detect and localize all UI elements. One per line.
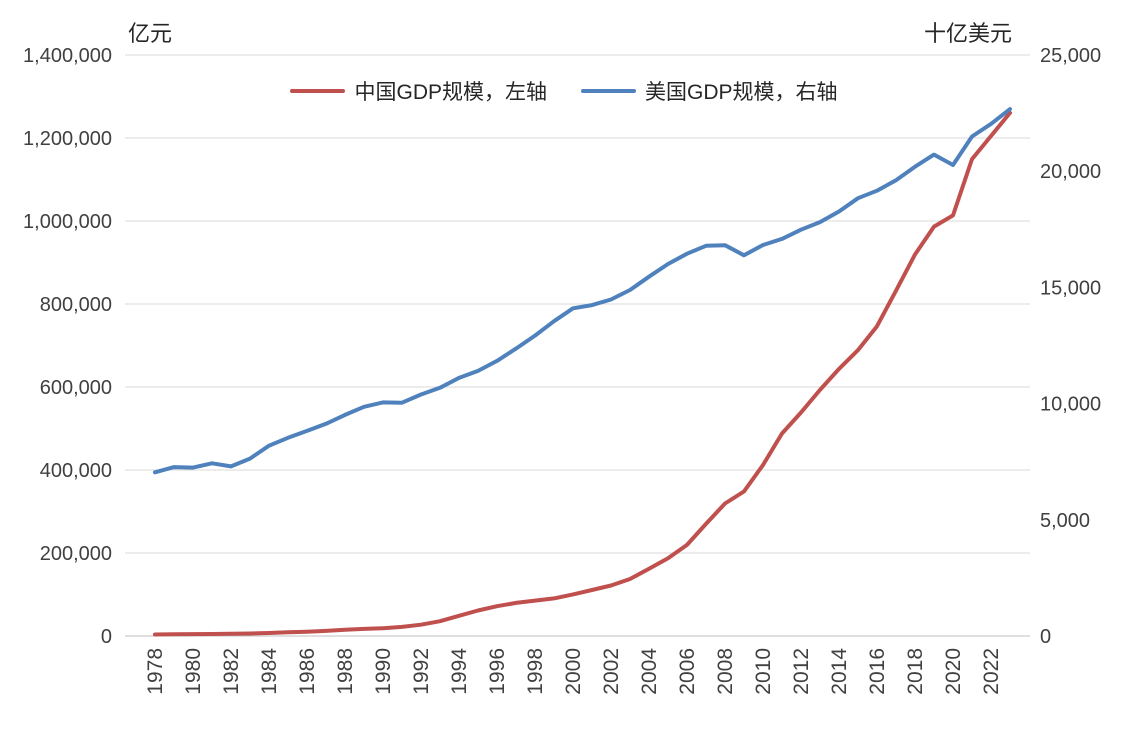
- left-axis-tick-label: 200,000: [40, 543, 112, 565]
- x-axis-tick-label: 1982: [220, 648, 243, 695]
- left-axis-tick-label: 1,400,000: [23, 45, 112, 67]
- left-axis-tick-label: 800,000: [40, 294, 112, 316]
- x-axis-tick-label: 2000: [562, 648, 585, 695]
- right-axis-unit-label: 十亿美元: [923, 21, 1012, 46]
- right-axis-tick-label: 5,000: [1040, 510, 1090, 532]
- x-axis-tick-label: 2006: [676, 648, 699, 695]
- x-axis-tick-label: 2016: [866, 648, 889, 695]
- x-axis-tick-label: 1998: [524, 648, 547, 695]
- left-axis-tick-label: 0: [101, 626, 112, 648]
- right-axis-tick-label: 10,000: [1040, 394, 1101, 416]
- x-axis-tick-label: 2022: [980, 648, 1003, 695]
- x-axis-tick-label: 1978: [144, 648, 167, 695]
- x-axis-tick-label: 2014: [828, 648, 851, 695]
- x-axis-tick-label: 2018: [904, 648, 927, 695]
- legend-item-us: 美国GDP规模，右轴: [581, 76, 838, 106]
- left-axis-tick-label: 600,000: [40, 377, 112, 399]
- right-axis-tick-label: 25,000: [1040, 45, 1101, 67]
- legend-swatch-china: [290, 89, 346, 93]
- right-axis-tick-label: 0: [1040, 626, 1051, 648]
- series-line-us-gdp: [153, 107, 1012, 475]
- x-axis-tick-label: 1992: [410, 648, 433, 695]
- x-axis-tick-label: 2008: [714, 648, 737, 695]
- x-axis-tick-label: 1996: [486, 648, 509, 695]
- x-axis-tick-label: 2004: [638, 648, 661, 695]
- chart-legend: 中国GDP规模，左轴 美国GDP规模，右轴: [0, 76, 1128, 106]
- x-axis-tick-label: 2012: [790, 648, 813, 695]
- left-axis-tick-label: 400,000: [40, 460, 112, 482]
- x-axis-tick-label: 1984: [258, 648, 281, 695]
- legend-item-china: 中国GDP规模，左轴: [290, 76, 547, 106]
- left-axis-tick-label: 1,000,000: [23, 211, 112, 233]
- left-axis-tick-label: 1,200,000: [23, 128, 112, 150]
- x-axis-tick-label: 1980: [182, 648, 205, 695]
- x-axis-tick-label: 1986: [296, 648, 319, 695]
- x-axis-tick-label: 2002: [600, 648, 623, 695]
- x-axis-tick-label: 1994: [448, 648, 471, 695]
- series-line-china-gdp: [153, 110, 1012, 637]
- left-axis-unit-label: 亿元: [128, 21, 173, 46]
- legend-swatch-us: [581, 89, 636, 93]
- legend-label-us: 美国GDP规模，右轴: [645, 81, 838, 104]
- x-axis-tick-label: 1988: [334, 648, 357, 695]
- right-axis-tick-label: 15,000: [1040, 277, 1101, 299]
- x-axis-tick-label: 2020: [942, 648, 965, 695]
- legend-label-china: 中国GDP规模，左轴: [354, 81, 547, 104]
- right-axis-tick-label: 20,000: [1040, 161, 1101, 183]
- x-axis-tick-label: 1990: [372, 648, 395, 695]
- x-axis-tick-label: 2010: [752, 648, 775, 695]
